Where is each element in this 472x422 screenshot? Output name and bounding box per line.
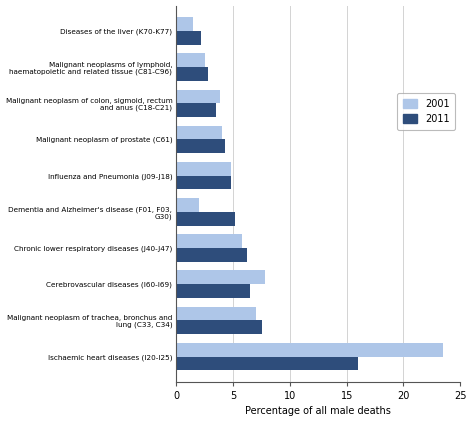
- Bar: [177, 139, 225, 153]
- Bar: [177, 17, 194, 31]
- Bar: [177, 198, 199, 212]
- Bar: [177, 89, 219, 103]
- Bar: [177, 284, 250, 298]
- Bar: [177, 67, 208, 81]
- Bar: [177, 103, 216, 117]
- Bar: [177, 162, 231, 176]
- Bar: [177, 320, 261, 334]
- Bar: [177, 343, 443, 357]
- Bar: [177, 357, 358, 370]
- Bar: [177, 234, 242, 248]
- Bar: [177, 307, 256, 320]
- X-axis label: Percentage of all male deaths: Percentage of all male deaths: [245, 406, 391, 417]
- Bar: [177, 271, 265, 284]
- Bar: [177, 248, 247, 262]
- Bar: [177, 176, 231, 189]
- Bar: [177, 31, 202, 45]
- Bar: [177, 212, 236, 225]
- Bar: [177, 53, 205, 67]
- Legend: 2001, 2011: 2001, 2011: [396, 93, 455, 130]
- Bar: [177, 126, 222, 139]
